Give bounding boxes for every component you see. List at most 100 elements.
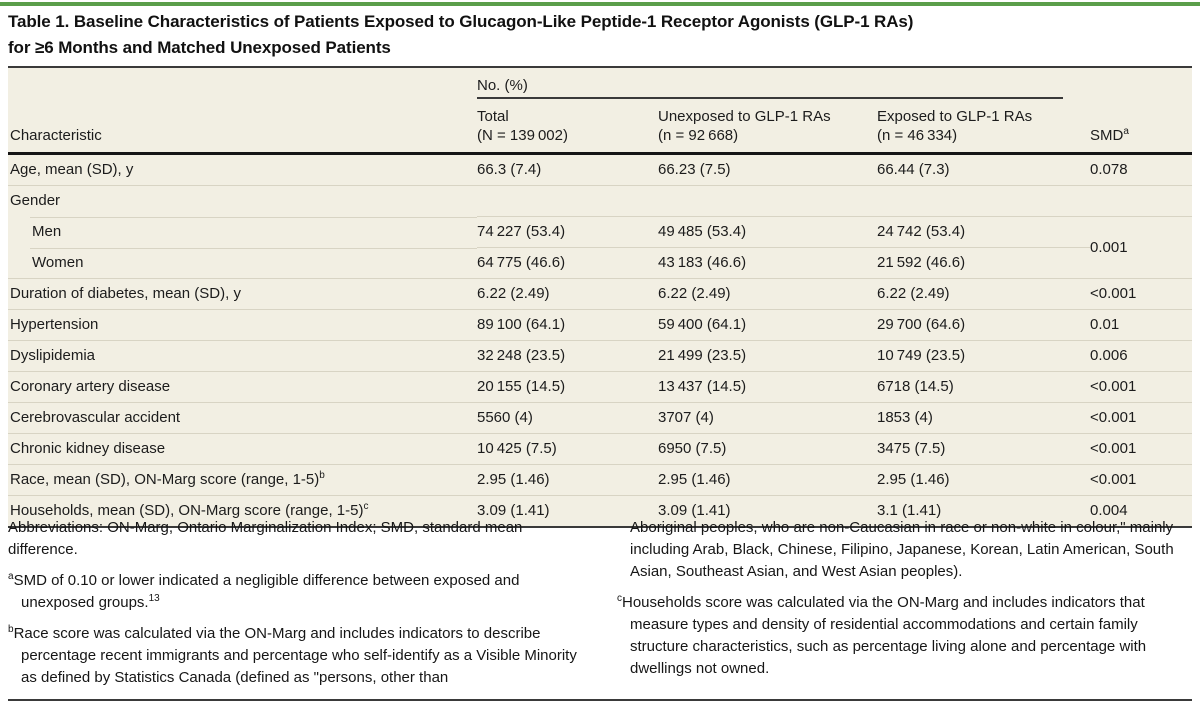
table-row-dyslipidemia: Dyslipidemia 32 248 (23.5) 21 499 (23.5)… <box>8 340 1193 372</box>
row-label: Chronic kidney disease <box>8 433 477 465</box>
cell-unexposed: 2.95 (1.46) <box>658 464 877 496</box>
footnotes-right-column: Aboriginal peoples, who are non-Caucasia… <box>617 517 1192 689</box>
cell-smd: 0.006 <box>1090 340 1193 372</box>
cell-smd: <0.001 <box>1090 402 1193 434</box>
column-header-exposed-line2: (n = 46 334) <box>877 127 958 144</box>
row-label: Cerebrovascular accident <box>8 402 477 434</box>
smd-footnote-marker: a <box>1123 126 1129 137</box>
row-label: Households, mean (SD), ON-Marg score (ra… <box>8 495 477 528</box>
footnote-b-continuation: Aboriginal peoples, who are non-Caucasia… <box>630 519 1174 580</box>
cell-total: 3.09 (1.41) <box>477 495 658 528</box>
footnote-a-text: SMD of 0.10 or lower indicated a negligi… <box>13 572 520 611</box>
column-header-exposed: Exposed to GLP-1 RAs (n = 46 334) <box>877 99 1091 155</box>
cell-smd: <0.001 <box>1090 433 1193 465</box>
spanner-empty-cell-smd <box>1090 68 1192 99</box>
column-header-total-line2: (N = 139 002) <box>477 127 568 144</box>
row-label: Coronary artery disease <box>8 371 477 403</box>
cell-total: 2.95 (1.46) <box>477 464 658 496</box>
cell-total: 10 425 (7.5) <box>477 433 658 465</box>
table-row-households-onmarg: Households, mean (SD), ON-Marg score (ra… <box>8 495 1193 528</box>
column-header-total-line1: Total <box>477 108 509 125</box>
column-header-row: Characteristic Total (N = 139 002) Unexp… <box>8 99 1193 155</box>
no-pct-spanner-cell: No. (%) <box>477 68 1090 99</box>
cell-exposed <box>877 185 1091 217</box>
table-row-diabetes-duration: Duration of diabetes, mean (SD), y 6.22 … <box>8 278 1193 310</box>
cell-smd: <0.001 <box>1090 464 1193 496</box>
column-header-smd: SMDa <box>1090 99 1193 155</box>
cell-unexposed: 3.09 (1.41) <box>658 495 877 528</box>
cell-total: 6.22 (2.49) <box>477 278 658 310</box>
row-label: Men <box>8 216 477 248</box>
column-header-total: Total (N = 139 002) <box>477 99 658 155</box>
cell-total: 5560 (4) <box>477 402 658 434</box>
footnote-b-marker: b <box>8 624 14 635</box>
table-title: Table 1. Baseline Characteristics of Pat… <box>8 9 1192 61</box>
cell-smd-gender-merged: 0.001 <box>1090 216 1193 279</box>
cell-smd: 0.004 <box>1090 495 1193 528</box>
cell-unexposed: 3707 (4) <box>658 402 877 434</box>
footnote-a: aSMD of 0.10 or lower indicated a neglig… <box>8 570 578 614</box>
table-body: Age, mean (SD), y 66.3 (7.4) 66.23 (7.5)… <box>8 154 1193 528</box>
cell-unexposed: 59 400 (64.1) <box>658 309 877 341</box>
cell-total <box>477 185 658 217</box>
footnote-abbreviations: Abbreviations: ON-Marg, Ontario Marginal… <box>8 519 523 558</box>
cell-exposed: 3.1 (1.41) <box>877 495 1091 528</box>
row-footnote-marker: b <box>319 470 325 481</box>
cell-smd: <0.001 <box>1090 371 1193 403</box>
cell-unexposed: 43 183 (46.6) <box>658 247 877 279</box>
row-label: Gender <box>8 185 477 217</box>
smd-label: SMD <box>1090 127 1124 144</box>
table-row-race-onmarg: Race, mean (SD), ON-Marg score (range, 1… <box>8 464 1193 496</box>
cell-total: 66.3 (7.4) <box>477 161 542 178</box>
cell-exposed: 66.44 (7.3) <box>877 161 950 178</box>
cell-exposed: 21 592 (46.6) <box>877 247 1091 279</box>
table-row-cerebrovascular-accident: Cerebrovascular accident 5560 (4) 3707 (… <box>8 402 1193 434</box>
cell-exposed: 3475 (7.5) <box>877 433 1091 465</box>
cell-exposed: 6718 (14.5) <box>877 371 1091 403</box>
footnote-b-text: Race score was calculated via the ON-Mar… <box>13 625 577 686</box>
cell-smd: 0.078 <box>1090 161 1128 178</box>
column-header-unexposed: Unexposed to GLP-1 RAs (n = 92 668) <box>658 99 877 155</box>
table-row-coronary-artery-disease: Coronary artery disease 20 155 (14.5) 13… <box>8 371 1193 403</box>
column-header-exposed-line1: Exposed to GLP-1 RAs <box>877 108 1033 125</box>
cell-smd: <0.001 <box>1090 278 1193 310</box>
row-label: Dyslipidemia <box>8 340 477 372</box>
cell-smd: 0.01 <box>1090 309 1193 341</box>
cell-total: 20 155 (14.5) <box>477 371 658 403</box>
cell-unexposed <box>658 185 877 217</box>
footnote-a-marker: a <box>8 571 14 582</box>
cell-exposed: 29 700 (64.6) <box>877 309 1091 341</box>
cell-exposed: 10 749 (23.5) <box>877 340 1091 372</box>
cell-exposed: 24 742 (53.4) <box>877 216 1091 248</box>
cell-unexposed: 66.23 (7.5) <box>658 161 731 178</box>
table-title-line1: Table 1. Baseline Characteristics of Pat… <box>8 12 914 31</box>
cell-unexposed: 49 485 (53.4) <box>658 216 877 248</box>
row-label: Age, mean (SD), y <box>10 161 134 178</box>
footnote-b: bRace score was calculated via the ON-Ma… <box>8 623 578 689</box>
footnotes-left-column: Abbreviations: ON-Marg, Ontario Marginal… <box>8 517 578 698</box>
cell-exposed: 1853 (4) <box>877 402 1091 434</box>
column-header-unexposed-line1: Unexposed to GLP-1 RAs <box>658 108 831 125</box>
cell-unexposed: 6950 (7.5) <box>658 433 877 465</box>
cell-exposed: 6.22 (2.49) <box>877 278 1091 310</box>
row-label-text: Race, mean (SD), ON-Marg score (range, 1… <box>10 471 320 488</box>
footnote-c-marker: c <box>617 593 622 604</box>
table-row-women: Women 64 775 (46.6) 43 183 (46.6) 21 592… <box>8 247 1192 279</box>
table-header: No. (%) Characteristic Total (N = 139 00… <box>8 68 1193 155</box>
table-row-gender: Gender <box>8 185 1193 217</box>
cell-total: 64 775 (46.6) <box>477 247 658 279</box>
bottom-rule <box>8 699 1192 701</box>
spanner-empty-cell <box>8 68 477 99</box>
spanner-header-row: No. (%) <box>8 68 1192 99</box>
baseline-characteristics-table-wrap: No. (%) Characteristic Total (N = 139 00… <box>8 68 1193 528</box>
accent-top-bar <box>0 2 1200 6</box>
row-label: Race, mean (SD), ON-Marg score (range, 1… <box>8 464 477 496</box>
cell-exposed: 2.95 (1.46) <box>877 464 1091 496</box>
row-label: Hypertension <box>8 309 477 341</box>
row-label-text: Households, mean (SD), ON-Marg score (ra… <box>10 502 364 519</box>
column-header-characteristic: Characteristic <box>8 99 477 155</box>
footnote-c-text: Households score was calculated via the … <box>622 594 1147 677</box>
cell-total: 89 100 (64.1) <box>477 309 658 341</box>
title-divider-rule <box>8 66 1192 68</box>
